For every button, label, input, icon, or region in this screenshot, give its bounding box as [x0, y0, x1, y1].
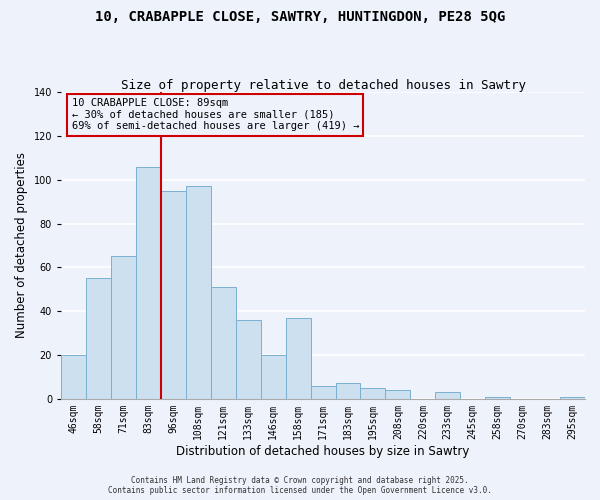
Bar [385, 390, 410, 399]
Text: 10, CRABAPPLE CLOSE, SAWTRY, HUNTINGDON, PE28 5QG: 10, CRABAPPLE CLOSE, SAWTRY, HUNTINGDON,… [95, 10, 505, 24]
Bar [211, 287, 236, 399]
Bar [111, 256, 136, 399]
Bar [286, 318, 311, 399]
Bar [361, 388, 385, 399]
Bar [485, 396, 510, 399]
Bar [86, 278, 111, 399]
Text: Contains HM Land Registry data © Crown copyright and database right 2025.
Contai: Contains HM Land Registry data © Crown c… [108, 476, 492, 495]
Bar [161, 190, 186, 399]
Bar [311, 386, 335, 399]
Bar [436, 392, 460, 399]
Bar [61, 355, 86, 399]
Bar [136, 166, 161, 399]
Bar [560, 396, 585, 399]
Bar [186, 186, 211, 399]
Text: 10 CRABAPPLE CLOSE: 89sqm
← 30% of detached houses are smaller (185)
69% of semi: 10 CRABAPPLE CLOSE: 89sqm ← 30% of detac… [71, 98, 359, 132]
Title: Size of property relative to detached houses in Sawtry: Size of property relative to detached ho… [121, 79, 526, 92]
X-axis label: Distribution of detached houses by size in Sawtry: Distribution of detached houses by size … [176, 444, 470, 458]
Bar [335, 384, 361, 399]
Y-axis label: Number of detached properties: Number of detached properties [15, 152, 28, 338]
Bar [236, 320, 260, 399]
Bar [260, 355, 286, 399]
